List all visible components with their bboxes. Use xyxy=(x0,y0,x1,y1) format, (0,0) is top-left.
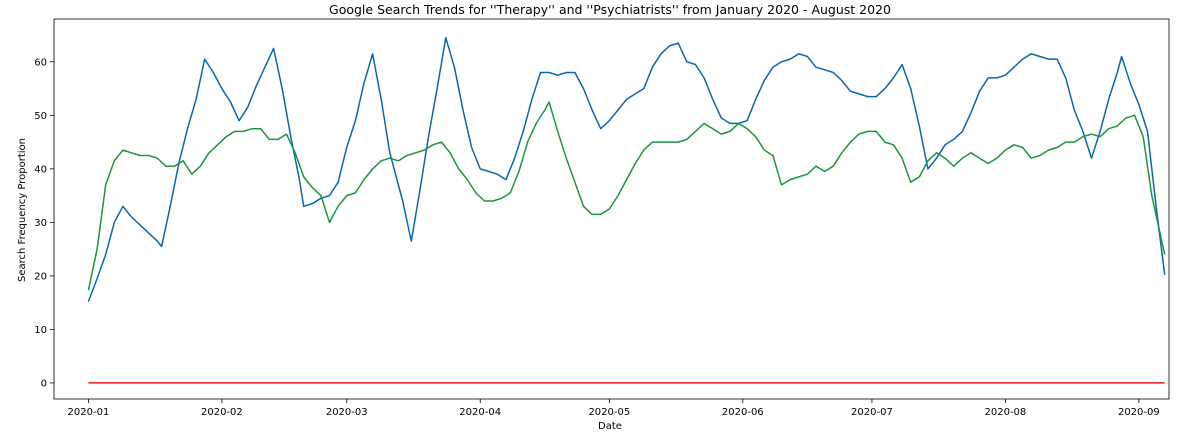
y-axis-label: Search Frequency Proportion xyxy=(17,138,28,282)
y-tick-label: 30 xyxy=(34,218,47,229)
x-tick-label: 2020-05 xyxy=(588,407,630,418)
y-tick-label: 20 xyxy=(34,271,47,282)
y-tick-label: 50 xyxy=(34,111,47,122)
x-tick-label: 2020-04 xyxy=(459,407,501,418)
series-line-1 xyxy=(87,36,1166,302)
chart-title: Google Search Trends for ''Therapy'' and… xyxy=(329,2,891,17)
x-tick-label: 2020-07 xyxy=(851,407,893,418)
x-axis-label: Date xyxy=(598,421,622,432)
x-axis: 2020-01 2020-02 2020-03 2020-04 2020-05 2020-… xyxy=(68,399,1160,418)
x-tick-label: 2020-06 xyxy=(722,407,764,418)
series-layer xyxy=(87,36,1166,384)
x-tick-label: 2020-02 xyxy=(201,407,243,418)
x-tick-label: 2020-01 xyxy=(68,407,110,418)
x-tick-label: 2020-09 xyxy=(1118,407,1160,418)
y-axis: 0 10 20 30 40 50 60 xyxy=(34,57,54,389)
plot-frame xyxy=(53,18,1170,400)
y-tick-label: 10 xyxy=(34,325,47,336)
y-tick-label: 60 xyxy=(34,57,47,68)
x-tick-label: 2020-03 xyxy=(326,407,368,418)
y-tick-label: 40 xyxy=(34,164,47,175)
y-tick-label: 0 xyxy=(41,378,47,389)
series-line-2 xyxy=(87,101,1166,291)
x-tick-label: 2020-08 xyxy=(985,407,1027,418)
